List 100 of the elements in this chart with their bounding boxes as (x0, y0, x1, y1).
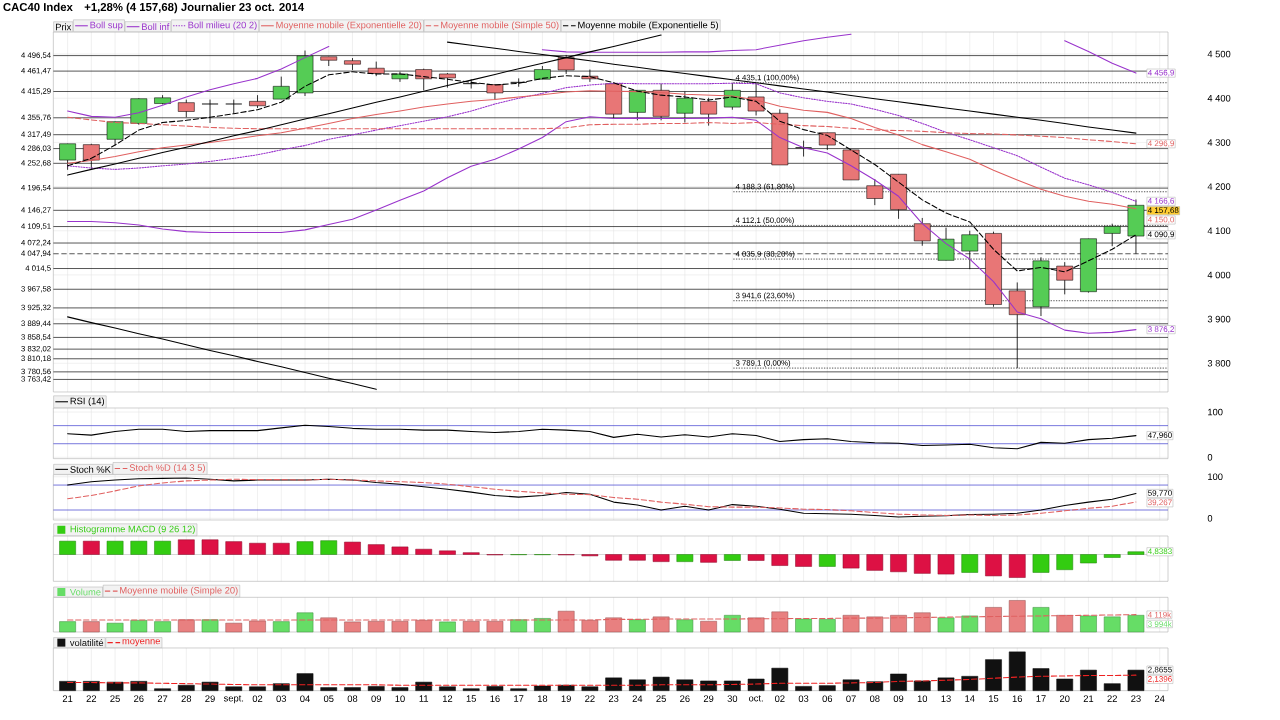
x-tick-label: 24 (632, 695, 643, 702)
bar (961, 615, 979, 633)
bar (1103, 554, 1121, 558)
annotation: 2,8655 (1148, 666, 1172, 674)
legend-label: Moyenne mobile (Exponentielle 20) (276, 21, 422, 31)
bar (391, 687, 409, 691)
bar (1032, 607, 1050, 633)
legend-label: Moyenne mobile (Exponentielle 5) (578, 21, 719, 31)
legend-label: RSI (14) (70, 397, 105, 407)
x-tick-label: 21 (1083, 695, 1094, 702)
bar (985, 607, 1002, 633)
y-tick-label: 0 (1207, 454, 1213, 461)
bar (747, 554, 765, 561)
bar (415, 548, 433, 555)
x-tick-label: oct. (748, 695, 763, 702)
bar (296, 673, 314, 691)
x-tick-label: 15 (989, 695, 999, 702)
x-tick-label: 16 (1012, 695, 1023, 702)
legend-label: Stoch %K (70, 465, 111, 473)
bar (1008, 600, 1026, 633)
x-tick-label: 22 (585, 695, 595, 702)
x-tick-label: 22 (1107, 695, 1117, 702)
x-tick-label: 07 (846, 695, 856, 702)
bar (486, 686, 504, 691)
bar (59, 681, 76, 691)
bar (82, 540, 100, 555)
bar (842, 554, 860, 569)
x-tick-label: 14 (965, 695, 975, 702)
bar (747, 617, 765, 633)
bar (961, 554, 979, 573)
x-tick-label: 21 (62, 695, 73, 702)
x-tick-label: 11 (419, 695, 429, 702)
bar (700, 621, 717, 633)
y-tick-label: 0 (1207, 515, 1213, 522)
x-tick-label: 17 (514, 695, 524, 702)
bar (1008, 651, 1026, 691)
candlestick (201, 99, 219, 124)
bar (1008, 554, 1026, 578)
bar (272, 542, 290, 555)
bar (724, 680, 741, 691)
x-tick-label: 09 (893, 695, 904, 702)
bar (700, 680, 717, 691)
x-tick-label: sept. (223, 695, 244, 704)
bar (534, 685, 551, 691)
annotation: 4 157,68 (1147, 207, 1179, 214)
candlestick (629, 89, 646, 121)
bar (272, 621, 290, 633)
y-tick-label: 100 (1208, 408, 1223, 416)
bar (890, 673, 907, 691)
y-tick-label: 4 200 (1207, 183, 1231, 190)
bar (605, 617, 622, 633)
bar (771, 554, 789, 566)
bar (913, 612, 931, 633)
bar (177, 539, 195, 555)
bar (486, 621, 504, 633)
bar (985, 554, 1002, 577)
bar (818, 554, 836, 567)
x-tick-label: 08 (347, 695, 358, 702)
bar (818, 685, 836, 691)
bar (676, 679, 694, 691)
x-tick-label: 30 (727, 695, 738, 702)
bar (1032, 668, 1050, 691)
legend-label: Stoch %D (14 3 5) (129, 464, 205, 473)
x-tick-label: 10 (395, 695, 405, 702)
data-label: 4 456,9 (1147, 69, 1175, 77)
bar (249, 686, 266, 691)
annotation: 47,960 (1147, 432, 1172, 439)
bar (344, 687, 361, 691)
bar (154, 621, 171, 633)
bar (961, 676, 979, 691)
y-tick-label: 100 (1208, 473, 1223, 481)
bar (106, 622, 124, 633)
x-tick-label: 15 (466, 695, 476, 702)
bar (676, 619, 694, 633)
bar (1103, 683, 1121, 691)
bar (724, 554, 741, 561)
annotation: 3 994k (1148, 621, 1172, 627)
bar (985, 659, 1002, 691)
x-tick-label: 09 (371, 695, 381, 702)
bar (1056, 554, 1074, 570)
x-tick-label: 26 (680, 695, 690, 702)
x-tick-label: 03 (798, 695, 809, 702)
x-tick-label: 02 (775, 695, 785, 702)
data-label: 4 150,0 (1147, 216, 1175, 224)
bar (510, 619, 528, 633)
bar (1032, 554, 1050, 573)
x-tick-label: 20 (1060, 695, 1070, 702)
data-label: 3 876,2 (1148, 326, 1174, 333)
legend-label: Boll milieu (20 2) (188, 21, 257, 31)
bar (795, 618, 812, 633)
bar (367, 686, 385, 691)
bar (937, 677, 955, 691)
bar (367, 544, 385, 555)
legend-label: Boll inf (142, 23, 170, 31)
bar (249, 542, 266, 555)
x-tick-label: 22 (86, 695, 97, 702)
x-tick-label: 18 (537, 695, 548, 702)
annotation: 4,8383 (1147, 548, 1172, 556)
x-tick-label: 29 (205, 695, 215, 702)
bar (866, 681, 884, 691)
